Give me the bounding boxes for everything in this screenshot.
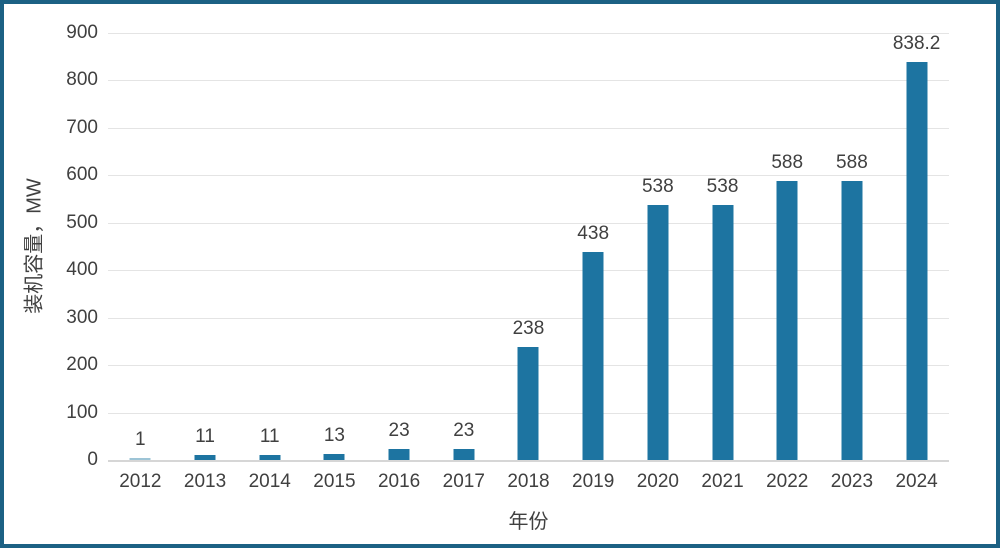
bar-slot: 588 — [755, 33, 820, 460]
x-axis: 2012 2013 2014 2015 2016 2017 2018 2019 2020 2021… — [108, 471, 949, 493]
gridline — [108, 460, 949, 462]
gridline — [108, 127, 949, 129]
gridline — [108, 317, 949, 319]
bar-slot: 1 — [108, 33, 173, 460]
bar-value-label: 23 — [388, 420, 410, 442]
bar-value-label: 538 — [641, 175, 674, 197]
gridline — [108, 175, 949, 177]
bar-slot: 538 — [626, 33, 691, 460]
x-tick-label: 2020 — [636, 471, 679, 492]
y-tick-label: 100 — [66, 401, 98, 423]
y-tick-label: 200 — [66, 354, 98, 376]
y-tick-label: 900 — [66, 22, 98, 43]
x-tick-label: 2024 — [895, 471, 938, 492]
bar — [323, 453, 345, 460]
bar-slot: 538 — [690, 33, 755, 460]
bars-layer: 1 11 11 13 23 23 238 438 538 538 588 588 838.2 — [108, 33, 949, 460]
bar-slot: 11 — [173, 33, 238, 460]
bar — [841, 181, 863, 460]
x-tick-label: 2018 — [507, 471, 550, 492]
bar-value-label: 1 — [135, 429, 146, 450]
x-tick-label: 2015 — [313, 471, 356, 492]
y-tick-label: 300 — [66, 306, 98, 328]
bar-value-label: 11 — [259, 425, 280, 447]
y-tick-label: 400 — [66, 259, 98, 281]
bar-slot: 238 — [496, 33, 561, 460]
x-tick-label: 2021 — [701, 471, 744, 492]
bar — [453, 449, 475, 460]
y-axis: 0 100 200 300 400 500 600 700 800 900 — [4, 22, 98, 470]
gridline — [108, 270, 949, 272]
bar-value-label: 438 — [577, 223, 610, 245]
bar — [776, 181, 798, 460]
bar-value-label: 588 — [771, 152, 804, 174]
bar — [712, 204, 734, 460]
bar-value-label: 238 — [512, 318, 545, 340]
x-tick-label: 2014 — [248, 471, 291, 492]
x-tick-label: 2019 — [572, 471, 615, 492]
bar-slot: 438 — [561, 33, 626, 460]
bar-slot: 588 — [820, 33, 885, 460]
bar — [517, 347, 539, 460]
x-tick-label: 2017 — [442, 471, 485, 492]
bar-slot: 23 — [367, 33, 432, 460]
bar — [129, 458, 151, 460]
x-tick-label: 2012 — [119, 471, 162, 492]
gridline — [108, 222, 949, 224]
bar-value-label: 13 — [323, 424, 345, 446]
bar-slot: 23 — [431, 33, 496, 460]
x-tick-label: 2023 — [830, 471, 874, 492]
bar-value-label: 838.2 — [892, 33, 941, 55]
x-tick-label: 2022 — [766, 471, 809, 492]
bar-slot: 13 — [302, 33, 367, 460]
plot-area: 1 11 11 13 23 23 238 438 538 538 588 588 838.2 — [108, 33, 949, 462]
y-tick-label: 700 — [66, 116, 98, 138]
bar-value-label: 538 — [706, 175, 739, 197]
bar — [259, 454, 281, 460]
bar — [647, 204, 669, 460]
bar — [582, 252, 604, 460]
bar-value-label: 11 — [195, 425, 215, 447]
y-tick-label: 0 — [87, 449, 98, 470]
bar — [388, 449, 410, 460]
y-tick-label: 500 — [66, 211, 98, 233]
bar — [194, 454, 216, 460]
x-tick-label: 2016 — [377, 471, 421, 492]
bar-value-label: 23 — [453, 420, 475, 442]
y-tick-label: 800 — [66, 69, 98, 91]
bar-slot: 838.2 — [884, 33, 949, 460]
bar-value-label: 588 — [836, 152, 868, 174]
x-tick-label: 2013 — [183, 471, 227, 492]
y-tick-label: 600 — [66, 164, 98, 186]
bar-slot: 11 — [237, 33, 302, 460]
gridline — [108, 80, 949, 82]
gridline — [108, 33, 949, 34]
bar — [906, 62, 928, 460]
x-axis-title: 年份 — [508, 511, 549, 533]
